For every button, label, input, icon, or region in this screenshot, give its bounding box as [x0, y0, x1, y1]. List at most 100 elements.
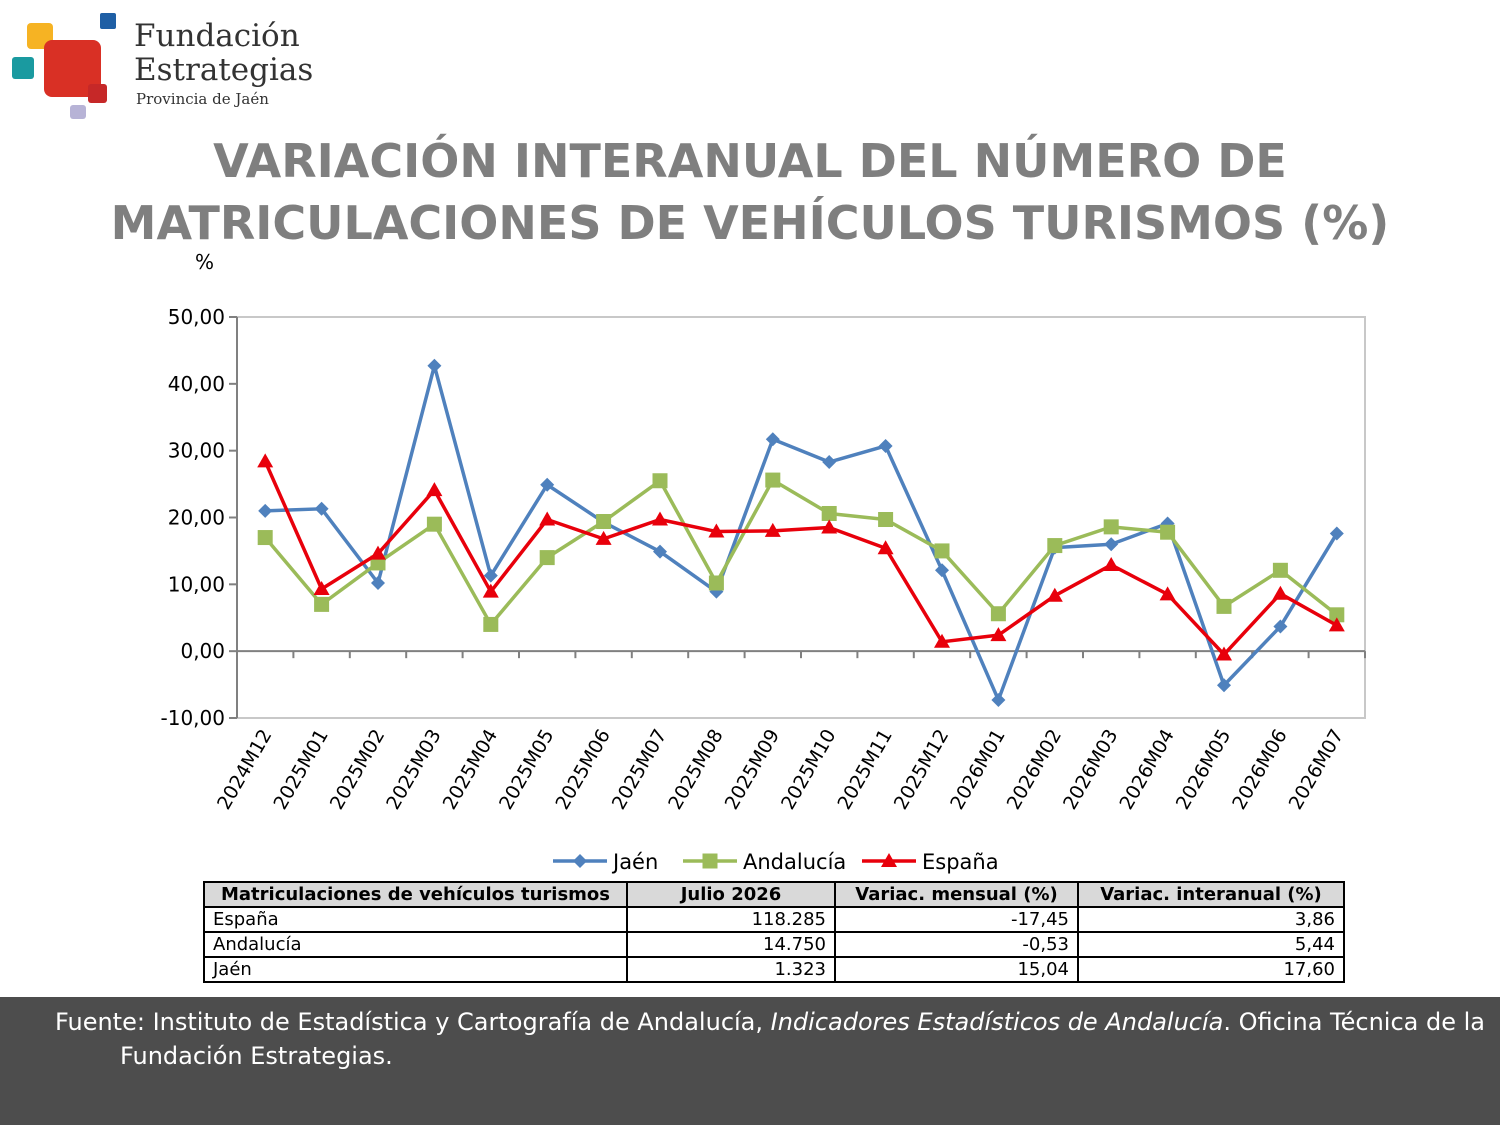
data-point-andaluca — [1216, 598, 1232, 614]
table-cell-value: 14.750 — [626, 931, 836, 958]
x-tick-label: 2026M06 — [1228, 726, 1292, 814]
legend-marker-espaa — [881, 853, 897, 867]
table-cell-value: 3,86 — [1077, 906, 1345, 933]
data-point-andaluca — [652, 473, 668, 489]
data-point-jan — [1273, 619, 1288, 634]
data-point-andaluca — [990, 606, 1006, 622]
data-point-jan — [371, 575, 385, 590]
x-tick-label: 2026M04 — [1115, 726, 1179, 814]
table-cell-value: -17,45 — [834, 906, 1079, 933]
logo-text-line3: Provincia de Jaén — [136, 90, 269, 108]
table-cell-value: -0,53 — [834, 931, 1079, 958]
data-point-espaa — [426, 482, 443, 497]
data-point-andaluca — [765, 472, 781, 488]
data-point-andaluca — [257, 530, 273, 546]
data-point-espaa — [934, 633, 950, 648]
data-point-jan — [991, 692, 1006, 707]
y-tick-label: 0,00 — [180, 639, 225, 663]
data-point-andaluca — [821, 505, 837, 521]
x-tick-label: 2025M01 — [269, 726, 333, 814]
data-point-espaa — [877, 540, 894, 555]
fundacion-estrategias-logo: Fundación Estrategias Provincia de Jaén — [10, 10, 320, 122]
data-point-andaluca — [539, 550, 555, 566]
y-tick-label: 50,00 — [168, 305, 225, 329]
logo-text-line1: Fundación — [134, 18, 300, 54]
source-suffix: . Oficina Técnica de la Fundación Estrat… — [120, 1008, 1485, 1070]
data-point-espaa — [1159, 586, 1176, 601]
logo-text-line2: Estrategias — [134, 52, 314, 88]
data-point-jan — [1160, 516, 1175, 531]
page-title: VARIACIÓN INTERANUAL DEL NÚMERO DE MATRI… — [0, 130, 1500, 254]
data-point-jan — [258, 503, 273, 518]
logo-mark-icon — [12, 13, 116, 119]
data-point-espaa — [482, 583, 499, 598]
data-point-jan — [483, 568, 498, 583]
data-point-jan — [1104, 537, 1119, 552]
y-tick-label: 20,00 — [168, 506, 225, 530]
legend-marker-jan — [573, 854, 587, 868]
data-point-andaluca — [934, 543, 950, 559]
table-header-row: Matriculaciones de vehículos turismos Ju… — [203, 881, 1345, 908]
x-tick-label: 2026M02 — [1003, 726, 1067, 814]
data-point-espaa — [1216, 646, 1232, 661]
data-point-andaluca — [483, 616, 499, 632]
table-cell-value: 5,44 — [1077, 931, 1345, 958]
logo-square-teal — [12, 57, 34, 79]
logo-square-darkred — [88, 84, 107, 103]
x-tick-label: 2025M08 — [664, 726, 728, 814]
data-point-jan — [427, 358, 442, 373]
table-cell-value: 15,04 — [834, 956, 1079, 983]
x-tick-label: 2025M02 — [326, 726, 390, 814]
table-row: España 118.285 -17,45 3,86 — [203, 906, 1345, 933]
data-point-jan — [653, 544, 667, 559]
data-point-espaa — [1272, 585, 1289, 600]
table-cell-region: España — [203, 906, 628, 933]
table-header-cell: Julio 2026 — [626, 881, 836, 908]
x-tick-label: 2025M07 — [608, 726, 672, 814]
data-point-andaluca — [1047, 538, 1063, 554]
data-point-andaluca — [708, 575, 724, 591]
y-axis-unit-label: % — [195, 250, 215, 274]
data-point-espaa — [257, 453, 274, 468]
logo-square-blue — [100, 13, 116, 29]
x-tick-label: 2025M06 — [551, 726, 615, 814]
x-tick-label: 2025M03 — [382, 726, 446, 814]
data-point-andaluca — [1103, 519, 1119, 535]
data-point-espaa — [764, 522, 781, 537]
table-cell-value: 1.323 — [626, 956, 836, 983]
data-point-espaa — [652, 511, 668, 526]
x-tick-label: 2026M05 — [1172, 726, 1236, 814]
legend-label-jan: Jaén — [611, 850, 658, 874]
data-point-jan — [1329, 526, 1344, 541]
data-point-jan — [822, 455, 837, 470]
data-point-andaluca — [1272, 562, 1288, 578]
data-point-jan — [1217, 678, 1231, 693]
y-tick-label: 30,00 — [168, 439, 225, 463]
data-point-jan — [765, 432, 780, 447]
page-title-line2: MATRICULACIONES DE VEHÍCULOS TURISMOS (%… — [110, 196, 1390, 250]
legend-label-espaa: España — [922, 850, 999, 874]
page-title-line1: VARIACIÓN INTERANUAL DEL NÚMERO DE — [213, 134, 1287, 188]
table-row: Andalucía 14.750 -0,53 5,44 — [203, 931, 1345, 958]
data-point-jan — [935, 563, 949, 578]
data-point-espaa — [821, 519, 838, 534]
source-footer: Fuente: Instituto de Estadística y Carto… — [0, 997, 1500, 1125]
x-tick-label: 2025M10 — [777, 726, 841, 814]
table-cell-value: 17,60 — [1077, 956, 1345, 983]
data-point-espaa — [1103, 556, 1120, 571]
data-point-espaa — [1046, 587, 1063, 602]
table-cell-region: Jaén — [203, 956, 628, 983]
legend-marker-andaluca — [702, 853, 718, 869]
data-point-espaa — [708, 523, 725, 538]
table-cell-region: Andalucía — [203, 931, 628, 958]
data-point-andaluca — [426, 516, 442, 532]
data-point-jan — [540, 477, 555, 492]
data-point-espaa — [1328, 617, 1345, 632]
series-line-jan — [265, 364, 1339, 702]
series-line-espaa — [263, 460, 1338, 657]
table-header-cell: Matriculaciones de vehículos turismos — [203, 881, 628, 908]
table-row: Jaén 1.323 15,04 17,60 — [203, 956, 1345, 983]
data-point-andaluca — [314, 596, 330, 612]
data-point-jan — [314, 501, 329, 516]
data-point-espaa — [990, 627, 1007, 642]
